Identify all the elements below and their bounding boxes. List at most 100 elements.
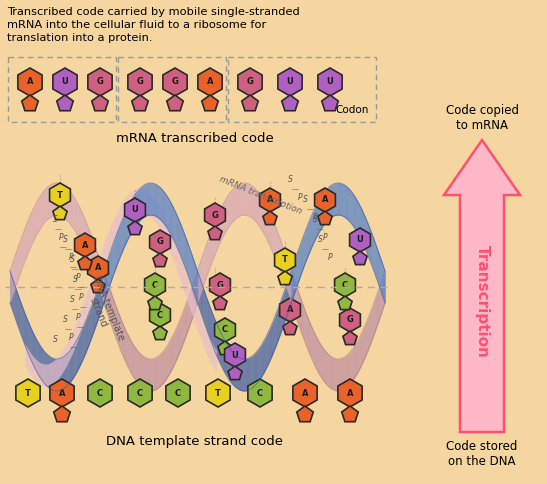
Text: Code copied
to mRNA: Code copied to mRNA xyxy=(445,104,519,132)
Text: C: C xyxy=(175,389,181,397)
Polygon shape xyxy=(278,271,292,285)
Polygon shape xyxy=(153,253,167,267)
Text: —: — xyxy=(292,186,299,192)
Text: —: — xyxy=(60,244,67,250)
Text: T: T xyxy=(282,256,288,264)
Polygon shape xyxy=(78,256,92,270)
Polygon shape xyxy=(335,273,356,297)
Text: —: — xyxy=(72,306,79,312)
Text: —: — xyxy=(322,246,329,252)
Polygon shape xyxy=(280,298,300,322)
Polygon shape xyxy=(153,326,167,340)
Polygon shape xyxy=(202,95,218,111)
Text: S: S xyxy=(62,236,67,244)
Text: Transcribed code carried by mobile single-stranded
mRNA into the cellular fluid : Transcribed code carried by mobile singl… xyxy=(7,7,300,43)
Polygon shape xyxy=(50,183,71,207)
Polygon shape xyxy=(444,140,520,432)
Text: P: P xyxy=(75,314,80,322)
Text: A: A xyxy=(207,77,213,87)
Text: P: P xyxy=(75,273,80,283)
Text: —: — xyxy=(317,226,323,232)
Text: T: T xyxy=(57,191,63,199)
Text: C: C xyxy=(152,281,158,289)
Text: U: U xyxy=(231,350,238,360)
Text: T: T xyxy=(25,389,31,397)
Text: mRNA transcription: mRNA transcription xyxy=(218,174,303,216)
Polygon shape xyxy=(54,406,70,422)
Text: —: — xyxy=(69,264,77,270)
Polygon shape xyxy=(22,95,38,111)
Text: C: C xyxy=(257,389,263,397)
Polygon shape xyxy=(166,379,190,407)
Text: U: U xyxy=(132,206,138,214)
Polygon shape xyxy=(296,406,313,422)
Polygon shape xyxy=(125,198,146,222)
Text: A: A xyxy=(267,196,274,205)
Text: C: C xyxy=(157,311,163,319)
Polygon shape xyxy=(148,296,162,310)
Polygon shape xyxy=(282,95,298,111)
Text: G: G xyxy=(97,77,103,87)
Text: S: S xyxy=(312,215,317,225)
Polygon shape xyxy=(338,296,352,310)
Text: S: S xyxy=(288,176,293,184)
Polygon shape xyxy=(150,303,171,327)
Text: G: G xyxy=(217,281,223,289)
Polygon shape xyxy=(57,95,73,111)
Text: A: A xyxy=(59,389,65,397)
Polygon shape xyxy=(283,321,297,334)
Polygon shape xyxy=(74,233,95,257)
Text: C: C xyxy=(342,281,348,289)
Text: A: A xyxy=(322,196,328,205)
Polygon shape xyxy=(263,211,277,225)
Text: S: S xyxy=(302,196,307,205)
Text: —: — xyxy=(65,326,72,332)
Text: P: P xyxy=(313,213,317,223)
Text: S: S xyxy=(53,335,57,345)
Text: S: S xyxy=(73,275,78,285)
Text: C: C xyxy=(137,389,143,397)
Text: S: S xyxy=(53,215,57,225)
Polygon shape xyxy=(208,226,222,240)
Text: mRNA transcribed code: mRNA transcribed code xyxy=(116,132,274,145)
Polygon shape xyxy=(242,95,258,111)
Text: —: — xyxy=(69,344,77,350)
Polygon shape xyxy=(228,366,242,379)
Polygon shape xyxy=(238,68,262,96)
Text: —: — xyxy=(74,286,82,292)
Polygon shape xyxy=(322,95,338,111)
Text: Code stored
on the DNA: Code stored on the DNA xyxy=(446,440,517,468)
Polygon shape xyxy=(205,203,225,227)
Polygon shape xyxy=(260,188,281,212)
Text: U: U xyxy=(357,236,363,244)
Polygon shape xyxy=(150,230,171,254)
Polygon shape xyxy=(16,379,40,407)
Text: DNA template strand code: DNA template strand code xyxy=(107,435,283,448)
Polygon shape xyxy=(92,95,108,111)
Text: P: P xyxy=(79,293,83,302)
Text: Transcription: Transcription xyxy=(474,244,490,358)
Polygon shape xyxy=(167,95,183,111)
Polygon shape xyxy=(132,95,148,111)
Polygon shape xyxy=(225,343,246,367)
Polygon shape xyxy=(206,379,230,407)
Text: G: G xyxy=(347,316,353,324)
Polygon shape xyxy=(213,296,227,310)
Polygon shape xyxy=(144,273,165,297)
Text: A: A xyxy=(27,77,33,87)
Text: P: P xyxy=(328,254,333,262)
Text: S: S xyxy=(318,236,322,244)
Text: G: G xyxy=(247,77,253,87)
Text: S: S xyxy=(69,296,74,304)
Text: P: P xyxy=(59,233,63,242)
Text: G: G xyxy=(156,238,164,246)
Text: DNA template
strand: DNA template strand xyxy=(80,274,126,346)
Polygon shape xyxy=(128,68,152,96)
Text: C: C xyxy=(222,326,228,334)
Polygon shape xyxy=(350,228,370,252)
Polygon shape xyxy=(343,331,357,345)
Polygon shape xyxy=(278,68,302,96)
Polygon shape xyxy=(318,68,342,96)
Text: A: A xyxy=(347,389,353,397)
Polygon shape xyxy=(198,68,222,96)
